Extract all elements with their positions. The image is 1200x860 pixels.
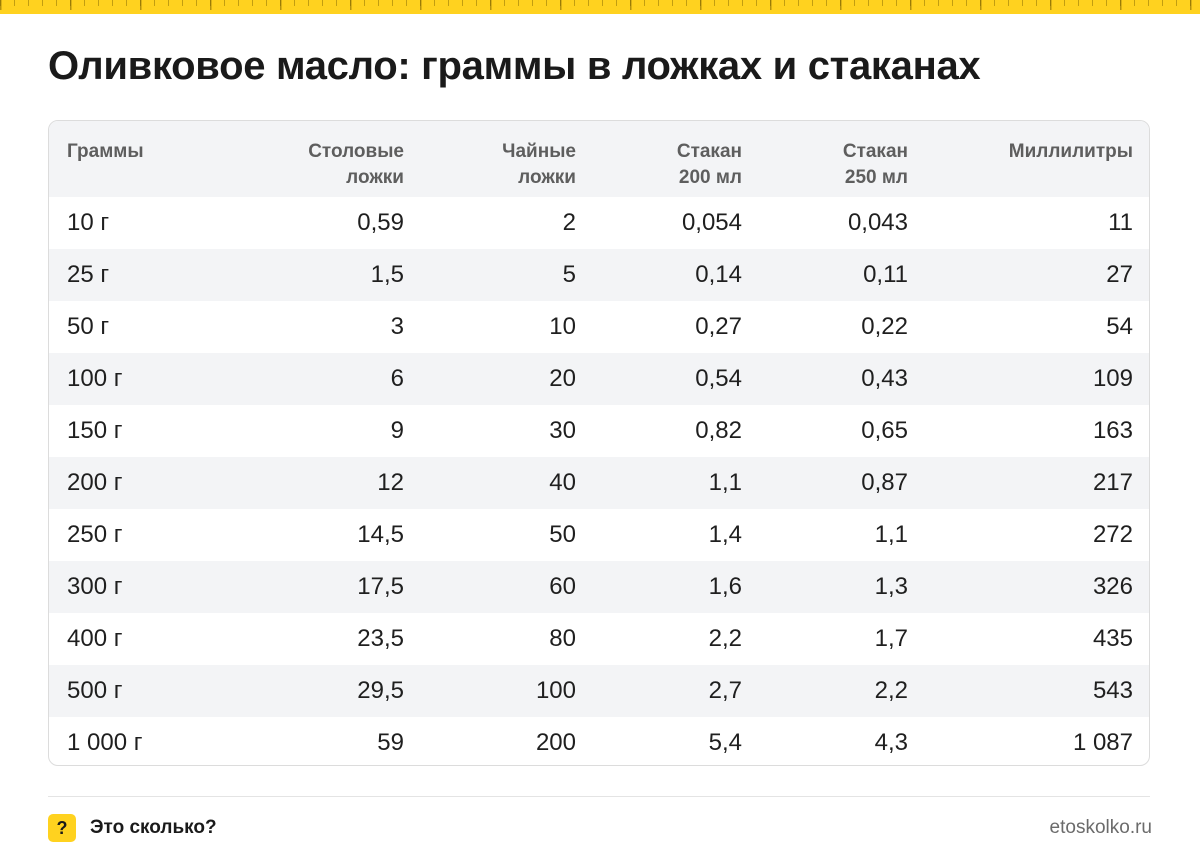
table-cell-teaspoons: 200: [535, 729, 576, 756]
table-cell-glass-250: 1,1: [874, 521, 908, 548]
table-cell-teaspoons: 5: [562, 261, 576, 288]
table-row: 400 г 23,5 80 2,2 1,7 435: [49, 613, 1149, 665]
table-cell-tablespoons: 59: [377, 729, 404, 756]
table-cell-glass-250: 0,43: [861, 365, 908, 392]
table-cell-grams: 50 г: [67, 313, 110, 340]
table-cell-grams: 250 г: [67, 521, 123, 548]
ruler-decoration: [0, 0, 1200, 14]
table-cell-teaspoons: 60: [549, 573, 576, 600]
table-cell-milliliters: 326: [1092, 573, 1133, 600]
table-cell-glass-250: 0,65: [861, 417, 908, 444]
table-row: 50 г 3 10 0,27 0,22 54: [49, 301, 1149, 353]
column-header-teaspoons: Чайные ложки: [502, 141, 576, 188]
page-title: Оливковое масло: граммы в ложках и стака…: [48, 44, 981, 88]
table-cell-grams: 400 г: [67, 625, 123, 652]
conversion-table-container: Граммы Столовые ложки Чайные ложки Стакан 2…: [48, 120, 1150, 766]
table-row: 10 г 0,59 2 0,054 0,043 11: [49, 197, 1149, 249]
table-cell-grams: 1 000 г: [67, 729, 143, 756]
table-cell-tablespoons: 29,5: [357, 677, 404, 704]
table-cell-glass-200: 0,27: [695, 313, 742, 340]
table-cell-tablespoons: 6: [390, 365, 404, 392]
table-cell-grams: 100 г: [67, 365, 123, 392]
column-header-glass-200: Стакан 200 мл: [676, 141, 742, 188]
table-cell-teaspoons: 100: [535, 677, 576, 704]
table-cell-glass-200: 0,14: [695, 261, 742, 288]
table-cell-grams: 300 г: [67, 573, 123, 600]
table-cell-glass-200: 1,1: [708, 469, 742, 496]
table-cell-milliliters: 54: [1106, 313, 1133, 340]
table-cell-glass-200: 0,054: [681, 209, 742, 236]
table-cell-milliliters: 435: [1092, 625, 1133, 652]
table-cell-milliliters: 109: [1092, 365, 1133, 392]
table-cell-glass-200: 5,4: [708, 729, 742, 756]
table-row: 1 000 г 59 200 5,4 4,3 1 087: [49, 717, 1149, 765]
table-cell-teaspoons: 2: [562, 209, 576, 236]
table-cell-milliliters: 272: [1092, 521, 1133, 548]
table-header-row: Граммы Столовые ложки Чайные ложки Стакан 2…: [49, 121, 1149, 197]
table-cell-glass-200: 1,6: [708, 573, 742, 600]
table-cell-glass-250: 0,87: [861, 469, 908, 496]
table-cell-grams: 500 г: [67, 677, 123, 704]
table-body: 10 г 0,59 2 0,054 0,043 11 25 г 1,5 5 0,14 0,11 27 5…: [49, 197, 1149, 765]
table-cell-tablespoons: 3: [390, 313, 404, 340]
table-cell-glass-250: 0,22: [861, 313, 908, 340]
question-mark-icon: ?: [48, 814, 76, 842]
table-cell-grams: 25 г: [67, 261, 110, 288]
table-cell-glass-250: 0,11: [863, 261, 908, 288]
table-cell-milliliters: 11: [1108, 209, 1133, 236]
conversion-table: Граммы Столовые ложки Чайные ложки Стакан 2…: [49, 121, 1149, 765]
table-row: 500 г 29,5 100 2,7 2,2 543: [49, 665, 1149, 717]
table-cell-teaspoons: 50: [549, 521, 576, 548]
table-cell-glass-200: 0,82: [695, 417, 742, 444]
table-cell-milliliters: 163: [1092, 417, 1133, 444]
table-cell-tablespoons: 17,5: [357, 573, 404, 600]
table-cell-glass-200: 0,54: [695, 365, 742, 392]
table-cell-grams: 200 г: [67, 469, 123, 496]
column-header-grams: Граммы: [67, 141, 144, 162]
table-cell-milliliters: 27: [1106, 261, 1133, 288]
table-row: 200 г 12 40 1,1 0,87 217: [49, 457, 1149, 509]
table-cell-glass-200: 1,4: [708, 521, 742, 548]
table-cell-milliliters: 217: [1092, 469, 1133, 496]
table-cell-glass-250: 2,2: [874, 677, 908, 704]
table-cell-glass-200: 2,2: [708, 625, 742, 652]
table-cell-tablespoons: 14,5: [357, 521, 404, 548]
table-cell-teaspoons: 20: [549, 365, 576, 392]
table-cell-glass-250: 1,7: [874, 625, 908, 652]
table-cell-teaspoons: 80: [549, 625, 576, 652]
table-row: 150 г 9 30 0,82 0,65 163: [49, 405, 1149, 457]
site-url: etoskolko.ru: [1049, 817, 1152, 838]
table-row: 300 г 17,5 60 1,6 1,3 326: [49, 561, 1149, 613]
table-cell-teaspoons: 10: [549, 313, 576, 340]
table-cell-milliliters: 543: [1092, 677, 1133, 704]
table-row: 250 г 14,5 50 1,4 1,1 272: [49, 509, 1149, 561]
table-cell-glass-250: 1,3: [874, 573, 908, 600]
brand: ? Это сколько?: [48, 814, 217, 842]
column-header-milliliters: Миллилитры: [1008, 141, 1133, 162]
column-header-tablespoons: Столовые ложки: [308, 141, 404, 188]
table-cell-glass-250: 4,3: [874, 729, 908, 756]
table-cell-teaspoons: 30: [549, 417, 576, 444]
table-row: 25 г 1,5 5 0,14 0,11 27: [49, 249, 1149, 301]
table-cell-tablespoons: 9: [390, 417, 404, 444]
table-cell-teaspoons: 40: [549, 469, 576, 496]
table-cell-glass-200: 2,7: [708, 677, 742, 704]
table-cell-milliliters: 1 087: [1072, 729, 1133, 756]
table-cell-grams: 10 г: [67, 209, 110, 236]
footer-divider: [48, 796, 1150, 797]
table-cell-tablespoons: 12: [377, 469, 404, 496]
table-cell-tablespoons: 0,59: [357, 209, 404, 236]
table-cell-tablespoons: 1,5: [370, 261, 404, 288]
column-header-glass-250: Стакан 250 мл: [842, 141, 908, 188]
table-cell-tablespoons: 23,5: [357, 625, 404, 652]
table-row: 100 г 6 20 0,54 0,43 109: [49, 353, 1149, 405]
table-cell-grams: 150 г: [67, 417, 123, 444]
table-cell-glass-250: 0,043: [847, 209, 908, 236]
brand-name: Это сколько?: [90, 817, 217, 838]
